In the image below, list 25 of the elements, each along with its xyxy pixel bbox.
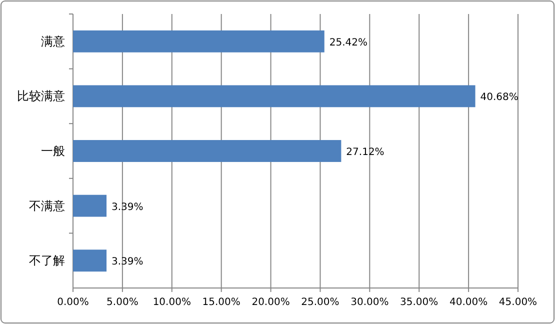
bar: [73, 30, 324, 52]
x-tick-label: 15.00%: [202, 297, 240, 308]
bar: [73, 85, 476, 108]
x-tick-label: 20.00%: [252, 297, 290, 308]
bar: [73, 140, 342, 162]
x-tick-label: 30.00%: [350, 297, 389, 308]
x-tick-label: 0.00%: [57, 297, 89, 308]
bar: [73, 194, 107, 217]
y-tick-label: 不满意: [29, 198, 65, 213]
bar: [73, 250, 107, 272]
x-tick-label: 25.00%: [301, 297, 340, 308]
x-tick-label: 10.00%: [152, 297, 191, 308]
x-tick-label: 35.00%: [400, 297, 438, 308]
x-tick-label: 45.00%: [498, 297, 538, 308]
x-tick-label: 5.00%: [106, 297, 138, 308]
data-label: 3.39%: [112, 256, 144, 268]
x-tick-label: 40.00%: [449, 297, 488, 308]
data-label: 40.68%: [480, 92, 518, 104]
y-tick-label: 比较满意: [17, 89, 65, 104]
data-label: 25.42%: [329, 37, 368, 48]
data-label: 3.39%: [112, 202, 144, 213]
y-tick-label: 不了解: [29, 254, 65, 268]
y-tick-label: 一般: [41, 144, 65, 158]
y-tick-label: 满意: [41, 34, 65, 48]
data-label: 27.12%: [346, 147, 384, 158]
